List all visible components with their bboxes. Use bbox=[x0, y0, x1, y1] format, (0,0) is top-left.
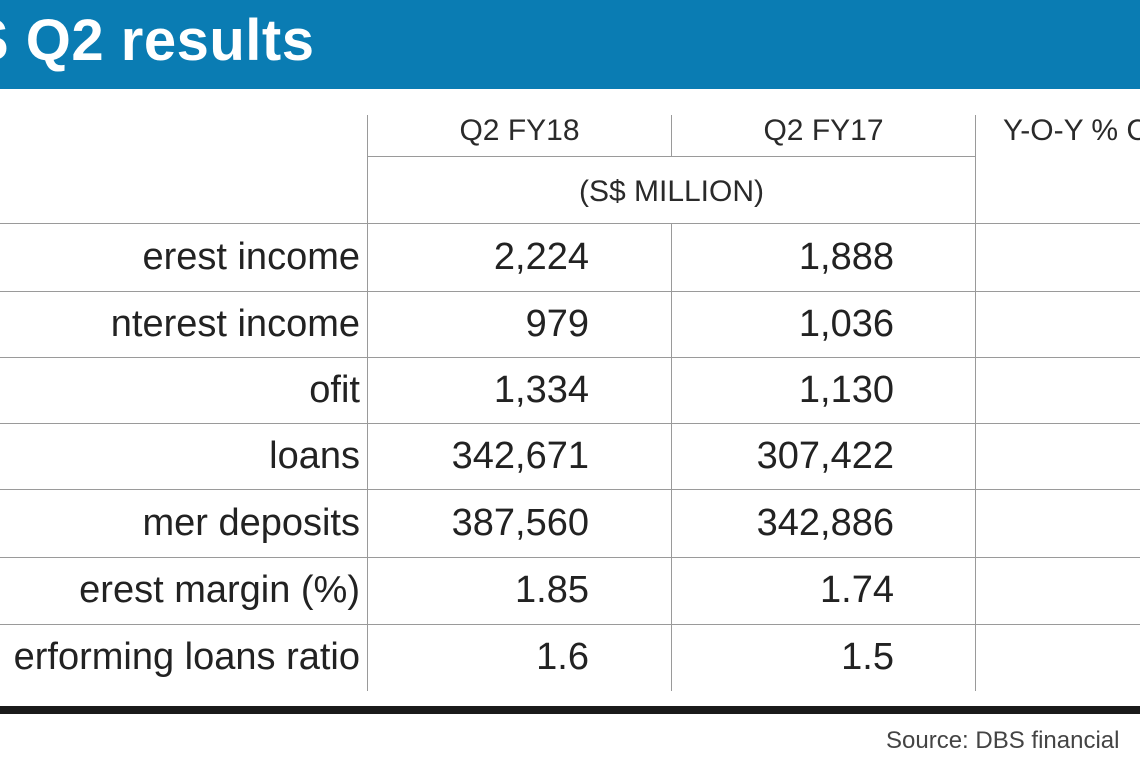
value-q2fy17: 1,130 bbox=[798, 369, 894, 411]
table-row: erest margin (%) 1.85 1.74 N/ bbox=[0, 557, 1140, 623]
value-q2fy17: 1,036 bbox=[798, 303, 894, 345]
row-label: mer deposits bbox=[142, 502, 360, 544]
value-yoy: N/ bbox=[1080, 624, 1140, 690]
value-q2fy18: 2,224 bbox=[493, 236, 589, 278]
table-row: nterest income 979 1,036 (6 bbox=[0, 291, 1140, 357]
value-q2fy17: 1.5 bbox=[841, 636, 894, 678]
row-divider bbox=[0, 291, 1140, 292]
table-row: ofit 1,334 1,130 1 bbox=[0, 357, 1140, 423]
table-row: erforming loans ratio 1.6 1.5 N/ bbox=[0, 624, 1140, 690]
row-divider bbox=[0, 624, 1140, 625]
value-q2fy17: 307,422 bbox=[756, 435, 894, 477]
results-table: Q2 FY18 Q2 FY17 Y-O-Y % C (S$ MILLION) e… bbox=[0, 89, 1140, 709]
column-divider bbox=[671, 224, 672, 691]
value-yoy: (6 bbox=[1080, 291, 1140, 357]
column-divider bbox=[671, 115, 672, 157]
value-q2fy18: 1,334 bbox=[493, 369, 589, 411]
value-yoy: N/ bbox=[1080, 557, 1140, 623]
value-yoy: 1 bbox=[1080, 490, 1140, 556]
column-header-q2fy17: Q2 FY17 bbox=[763, 114, 884, 147]
value-yoy: 1 bbox=[1080, 423, 1140, 489]
value-q2fy18: 342,671 bbox=[451, 435, 589, 477]
column-divider bbox=[367, 115, 368, 691]
row-divider bbox=[0, 423, 1140, 424]
row-label: erest income bbox=[142, 236, 360, 278]
unit-label: (S$ MILLION) bbox=[578, 175, 765, 208]
table-row: mer deposits 387,560 342,886 1 bbox=[0, 490, 1140, 556]
page-title: S Q2 results bbox=[0, 8, 315, 73]
row-divider bbox=[0, 489, 1140, 490]
table-row: erest income 2,224 1,888 1 bbox=[0, 224, 1140, 290]
value-q2fy18: 979 bbox=[525, 303, 589, 345]
bottom-rule bbox=[0, 706, 1140, 714]
source-note: Source: DBS financial bbox=[886, 727, 1120, 754]
column-header-yoy: Y-O-Y % C bbox=[1003, 114, 1140, 147]
row-divider bbox=[0, 357, 1140, 358]
column-header-q2fy18: Q2 FY18 bbox=[459, 114, 580, 147]
value-q2fy18: 387,560 bbox=[451, 502, 589, 544]
value-q2fy17: 1,888 bbox=[798, 236, 894, 278]
value-q2fy18: 1.85 bbox=[515, 569, 589, 611]
row-divider bbox=[0, 557, 1140, 558]
value-q2fy17: 1.74 bbox=[820, 569, 894, 611]
title-banner: S Q2 results bbox=[0, 0, 1140, 89]
row-label: nterest income bbox=[110, 303, 360, 345]
row-label: erforming loans ratio bbox=[13, 636, 360, 678]
row-label: erest margin (%) bbox=[79, 569, 360, 611]
header-divider bbox=[367, 156, 975, 157]
value-q2fy18: 1.6 bbox=[536, 636, 589, 678]
column-divider bbox=[975, 115, 976, 691]
value-yoy: 1 bbox=[1080, 357, 1140, 423]
row-label: ofit bbox=[309, 369, 360, 411]
value-q2fy17: 342,886 bbox=[756, 502, 894, 544]
row-label: loans bbox=[269, 435, 360, 477]
table-row: loans 342,671 307,422 1 bbox=[0, 423, 1140, 489]
value-yoy: 1 bbox=[1080, 224, 1140, 290]
row-divider bbox=[0, 223, 1140, 224]
